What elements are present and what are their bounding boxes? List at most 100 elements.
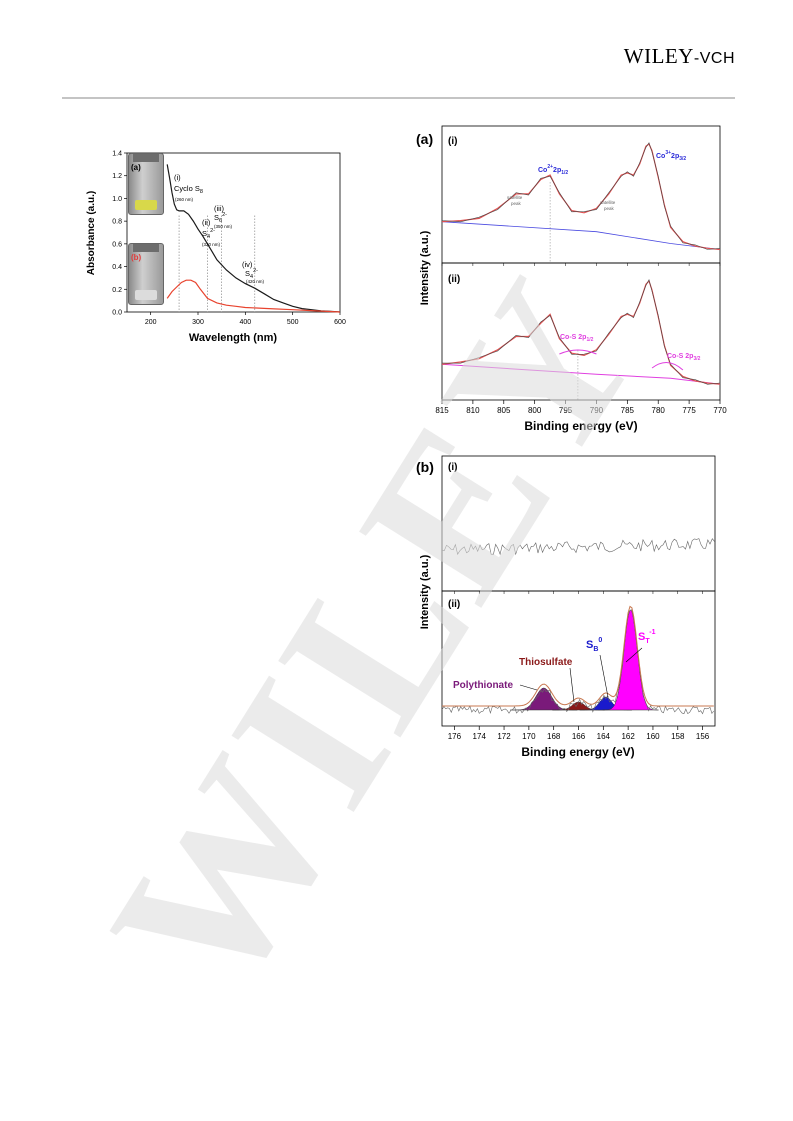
xps-a-x-tick-label: 790 (590, 406, 604, 415)
label-satellite-2: satellite (600, 200, 616, 205)
uv-x-tick-label: 200 (145, 319, 157, 326)
xps-a-xlabel: Binding energy (eV) (524, 419, 637, 433)
label-cos-3half: Co-S 2p3/2 (667, 353, 701, 362)
xps-b-xlabel: Binding energy (eV) (521, 745, 634, 759)
label-satellite-1-peak: peak (511, 201, 522, 206)
xps-b-ylabel: Intensity (a.u.) (419, 554, 431, 629)
xps-a-frame-ii (441, 262, 721, 401)
xps-b-x-tick-label: 156 (696, 732, 710, 741)
xps-b-x-tick-label: 170 (522, 732, 536, 741)
vial-a-liquid (135, 200, 157, 210)
vial-b-liquid (135, 290, 157, 300)
arrow-sb0 (599, 654, 609, 698)
uv-x-tick-label: 300 (192, 319, 204, 326)
annot-iv-num: (iv) (242, 260, 253, 269)
label-satellite-2-peak: peak (604, 206, 615, 211)
xps-a-x-tick-label: 795 (559, 406, 573, 415)
vial-b-label: (b) (131, 253, 142, 262)
label-co2-half: Co2+2p1/2 (538, 164, 568, 176)
xps-a-x-tick-label: 805 (497, 406, 511, 415)
xps-b-frame-i (441, 455, 716, 592)
xps-a-x-tick-label: 775 (682, 406, 696, 415)
xps-b-x-tick-label: 160 (646, 732, 660, 741)
xps-b-x-tick-label: 158 (671, 732, 685, 741)
xps-a-x-tick-label: 770 (713, 406, 727, 415)
xps-b-panel-label: (b) (416, 459, 434, 475)
xps-a-sub-ii: (ii) (448, 274, 460, 285)
xps-b-i-raw (441, 538, 715, 556)
uv-x-tick-label: 500 (287, 319, 299, 326)
xps-a-ylabel: Intensity (a.u.) (419, 230, 431, 305)
xps-a-i-raw (441, 142, 721, 250)
uv-x-tick-label: 400 (239, 319, 251, 326)
xps-a-ii-background (441, 363, 721, 385)
label-satellite-1: satellite (507, 195, 523, 200)
vial-a-label: (a) (131, 163, 141, 172)
arrow-polythionate (519, 684, 538, 691)
xps-b-component-polythionate (510, 687, 578, 711)
arrow-st (625, 647, 643, 663)
header-rule (62, 97, 735, 99)
uv-vis-chart: 0.0 0.2 0.4 0.6 0.8 1.0 1.2 1.4 200 300 400 500 600… (86, 151, 346, 345)
annot-ii-species: S42- (202, 228, 215, 240)
xps-a-x-tick-label: 785 (621, 406, 635, 415)
annot-iv-species: S42- (245, 268, 258, 280)
annot-ii-wavelength: (320 nm) (202, 242, 221, 247)
label-co3: Co3+2p3/2 (656, 150, 686, 162)
xps-a-ii-raw (441, 278, 721, 385)
uv-y-tick-label: 1.0 (112, 196, 122, 203)
xps-a-x-tick-label: 815 (435, 406, 449, 415)
annot-iii-num: (iii) (214, 204, 224, 213)
uv-series-black (166, 164, 341, 313)
xps-b-x-tick-label: 162 (621, 732, 635, 741)
xps-b-ii-raw (441, 609, 715, 715)
uv-y-tick-label: 0.4 (112, 264, 122, 271)
uv-y-tick-label: 0.8 (112, 219, 122, 226)
xps-a-panel-label: (a) (416, 131, 433, 147)
vial-photo-a: (a) (128, 153, 164, 215)
xps-b-x-tick-label: 172 (497, 732, 511, 741)
uv-x-axis-label: Wavelength (nm) (189, 332, 278, 344)
xps-b-x-tick-label: 176 (448, 732, 462, 741)
uv-y-tick-label: 1.4 (112, 151, 122, 158)
uv-y-tick-label: 1.2 (112, 173, 122, 180)
xps-co2p-chart: (a) (i) (ii) 815 810 805 800 795 790 785 780 775… (416, 125, 727, 433)
uv-series-red (166, 279, 341, 313)
label-polythionate: Polythionate (453, 680, 513, 691)
annot-iv-wavelength: (420 nm) (246, 279, 265, 284)
annot-ii-num: (ii) (202, 218, 211, 227)
annot-iii-species: S62- (214, 212, 227, 224)
xps-b-x-tick-label: 174 (473, 732, 487, 741)
uv-plot-frame (126, 152, 341, 313)
xps-s2p-chart: (b) (i) (ii) 176 174 172 170 168 166 164 162 160… (416, 455, 716, 759)
xps-b-x-tick-label: 164 (597, 732, 611, 741)
uv-x-tick-label: 600 (334, 319, 346, 326)
xps-a-frame-i (441, 125, 721, 264)
uv-y-tick-label: 0.6 (112, 241, 122, 248)
xps-b-x-tick-label: 168 (547, 732, 561, 741)
xps-b-sub-ii: (ii) (448, 599, 460, 610)
xps-a-x-tick-label: 780 (652, 406, 666, 415)
uv-y-tick-label: 0.2 (112, 287, 122, 294)
publisher-logo: WILEY-VCH (624, 44, 735, 69)
xps-a-x-tick-label: 810 (466, 406, 480, 415)
xps-a-x-tick-label: 800 (528, 406, 542, 415)
xps-a-sub-i: (i) (448, 136, 457, 147)
xps-b-ii-envelope (442, 605, 714, 707)
annot-iii-wavelength: (350 nm) (214, 224, 233, 229)
annot-i-wavelength: (260 nm) (175, 197, 194, 202)
annot-i-num: (i) (174, 173, 181, 182)
xps-a-ii-cos-component (559, 349, 684, 371)
arrow-thiosulfate (569, 667, 575, 703)
xps-b-component-st-1 (602, 609, 659, 711)
xps-a-ii-envelope (441, 279, 721, 385)
uv-y-tick-label: 0.0 (112, 310, 122, 317)
uv-y-axis-label: Absorbance (a.u.) (86, 191, 97, 275)
xps-b-sub-i: (i) (448, 462, 457, 473)
publisher-name: WILEY (623, 44, 694, 68)
vial-photo-b: (b) (128, 243, 164, 305)
label-cos-half: Co-S 2p1/2 (560, 334, 594, 343)
label-thiosulfate: Thiosulfate (519, 657, 573, 668)
label-st: ST-1 (638, 629, 656, 645)
annot-i-species: Cyclo S8 (174, 184, 203, 195)
